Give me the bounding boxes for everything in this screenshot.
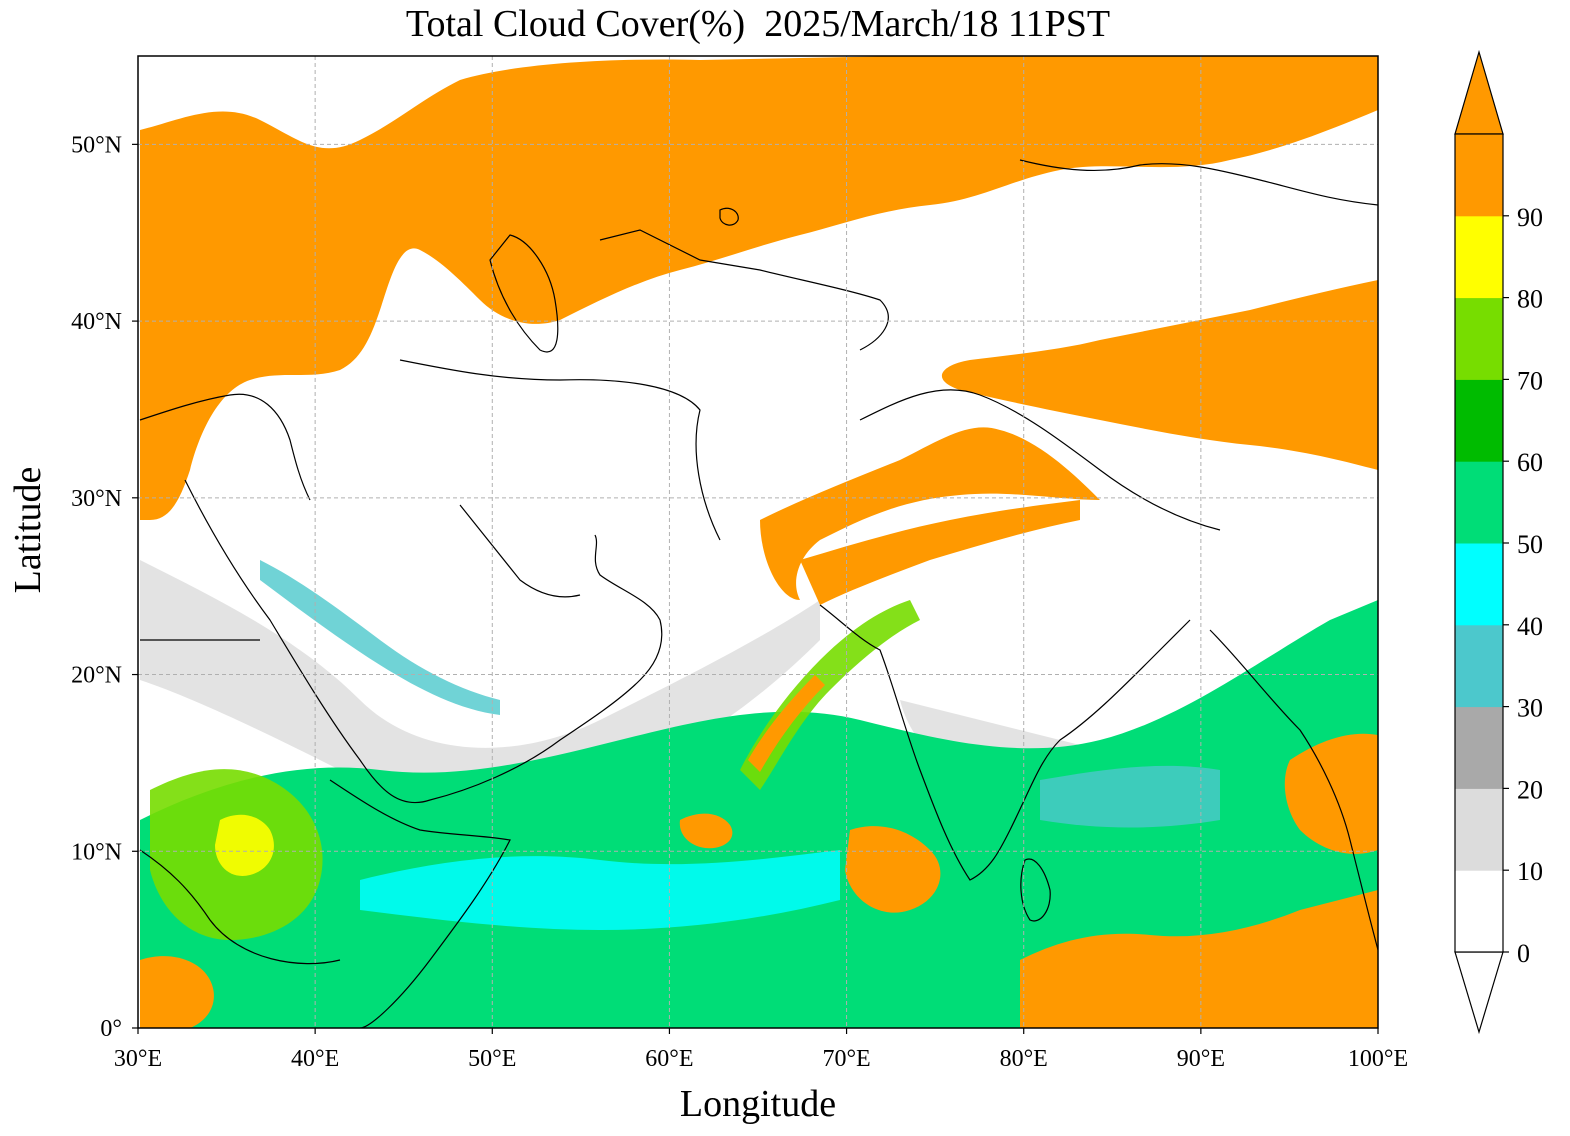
x-tick-label: 70°E (822, 1046, 870, 1072)
colorbar-tick-label: 80 (1517, 285, 1543, 314)
border-africa (139, 639, 341, 965)
colorbar-swatch (1455, 134, 1503, 217)
x-tick-label: 80°E (1000, 1046, 1048, 1072)
coastline-southeast-asia (1209, 629, 1378, 951)
colorbar-swatch (1455, 788, 1503, 871)
y-axis-ticks: 0° 10°N 20°N 30°N 40°N 50°N (71, 132, 138, 1042)
coastline-caspian (489, 234, 559, 353)
cloud-region-partial (1040, 765, 1220, 828)
coastline-horn-of-africa (329, 779, 511, 1028)
y-tick-label: 50°N (71, 132, 122, 158)
cloud-region-overcast (941, 280, 1378, 470)
plot-frame (137, 55, 1379, 1029)
cloud-region-overcast (679, 813, 733, 849)
coastline-sri-lanka (1020, 858, 1051, 922)
colorbar-swatch (1455, 543, 1503, 626)
y-tick-label: 30°N (71, 486, 122, 512)
cloud-region-overcast (1284, 733, 1378, 854)
border-india-north (859, 389, 1221, 531)
colorbar-tick-label: 10 (1517, 857, 1543, 886)
border-iran (399, 359, 721, 541)
colorbar-tick-label: 50 (1517, 530, 1543, 559)
x-tick-label: 30°E (114, 1046, 162, 1072)
x-tick-label: 90°E (1177, 1046, 1225, 1072)
coastline-aral (719, 207, 739, 226)
colorbar-extend-high (1454, 49, 1504, 135)
cloud-region-partial (140, 600, 1378, 1028)
cloud-region-overcast (748, 675, 825, 772)
cloud-region-overcast (800, 500, 1080, 605)
colorbar-swatch (1455, 624, 1503, 708)
coastline-india (819, 604, 1191, 881)
y-tick-label: 10°N (71, 839, 122, 865)
gridlines (138, 56, 1378, 1028)
colorbar-swatch (1455, 706, 1503, 789)
x-axis-label: Longitude (679, 1083, 837, 1125)
colorbar-swatch (1455, 870, 1503, 953)
coastlines-borders (139, 159, 1378, 1028)
cloud-region-partial (260, 560, 500, 715)
y-tick-label: 40°N (71, 309, 122, 335)
chart-title: Total Cloud Cover(%) 2025/March/18 11PST (405, 3, 1111, 45)
x-axis-ticks: 30°E 40°E 50°E 60°E 70°E 80°E 90°E 100°E (114, 1028, 1408, 1072)
cloud-region-overcast (140, 56, 1378, 520)
colorbar: 0 10 20 30 40 50 60 70 80 90 (1454, 49, 1543, 1035)
colorbar-swatch (1455, 379, 1503, 462)
cloud-region-partial (215, 814, 274, 876)
cloud-region-overcast (760, 427, 1100, 600)
cloud-region-overcast (1020, 890, 1378, 1028)
colorbar-tick-label: 0 (1517, 939, 1530, 968)
border-mongolia-china (1019, 159, 1378, 206)
colorbar-tick-label: 90 (1517, 203, 1543, 232)
coastline-arabian-peninsula (184, 479, 663, 804)
cloud-region-overcast (140, 956, 214, 1028)
x-tick-label: 50°E (468, 1046, 516, 1072)
colorbar-swatch (1455, 461, 1503, 544)
y-tick-label: 0° (100, 1016, 122, 1042)
colorbar-tick-label: 60 (1517, 448, 1543, 477)
y-tick-label: 20°N (71, 663, 122, 689)
colorbar-tick-label: 70 (1517, 366, 1543, 395)
x-tick-label: 100°E (1348, 1046, 1408, 1072)
colorbar-swatch (1455, 297, 1503, 380)
cloud-cover-field (140, 56, 1378, 1028)
colorbar-tick-label: 20 (1517, 775, 1543, 804)
cloud-region-partial (360, 850, 840, 930)
coastline-persian-gulf (459, 504, 581, 598)
x-tick-label: 60°E (645, 1046, 693, 1072)
border-central-asia (599, 229, 889, 351)
coastline-mediterranean (139, 393, 311, 501)
cloud-region-overcast (845, 826, 941, 913)
colorbar-tick-label: 30 (1517, 694, 1543, 723)
colorbar-extend-low (1454, 951, 1504, 1035)
x-tick-label: 40°E (291, 1046, 339, 1072)
colorbar-swatch (1455, 215, 1503, 299)
colorbar-tick-label: 40 (1517, 612, 1543, 641)
